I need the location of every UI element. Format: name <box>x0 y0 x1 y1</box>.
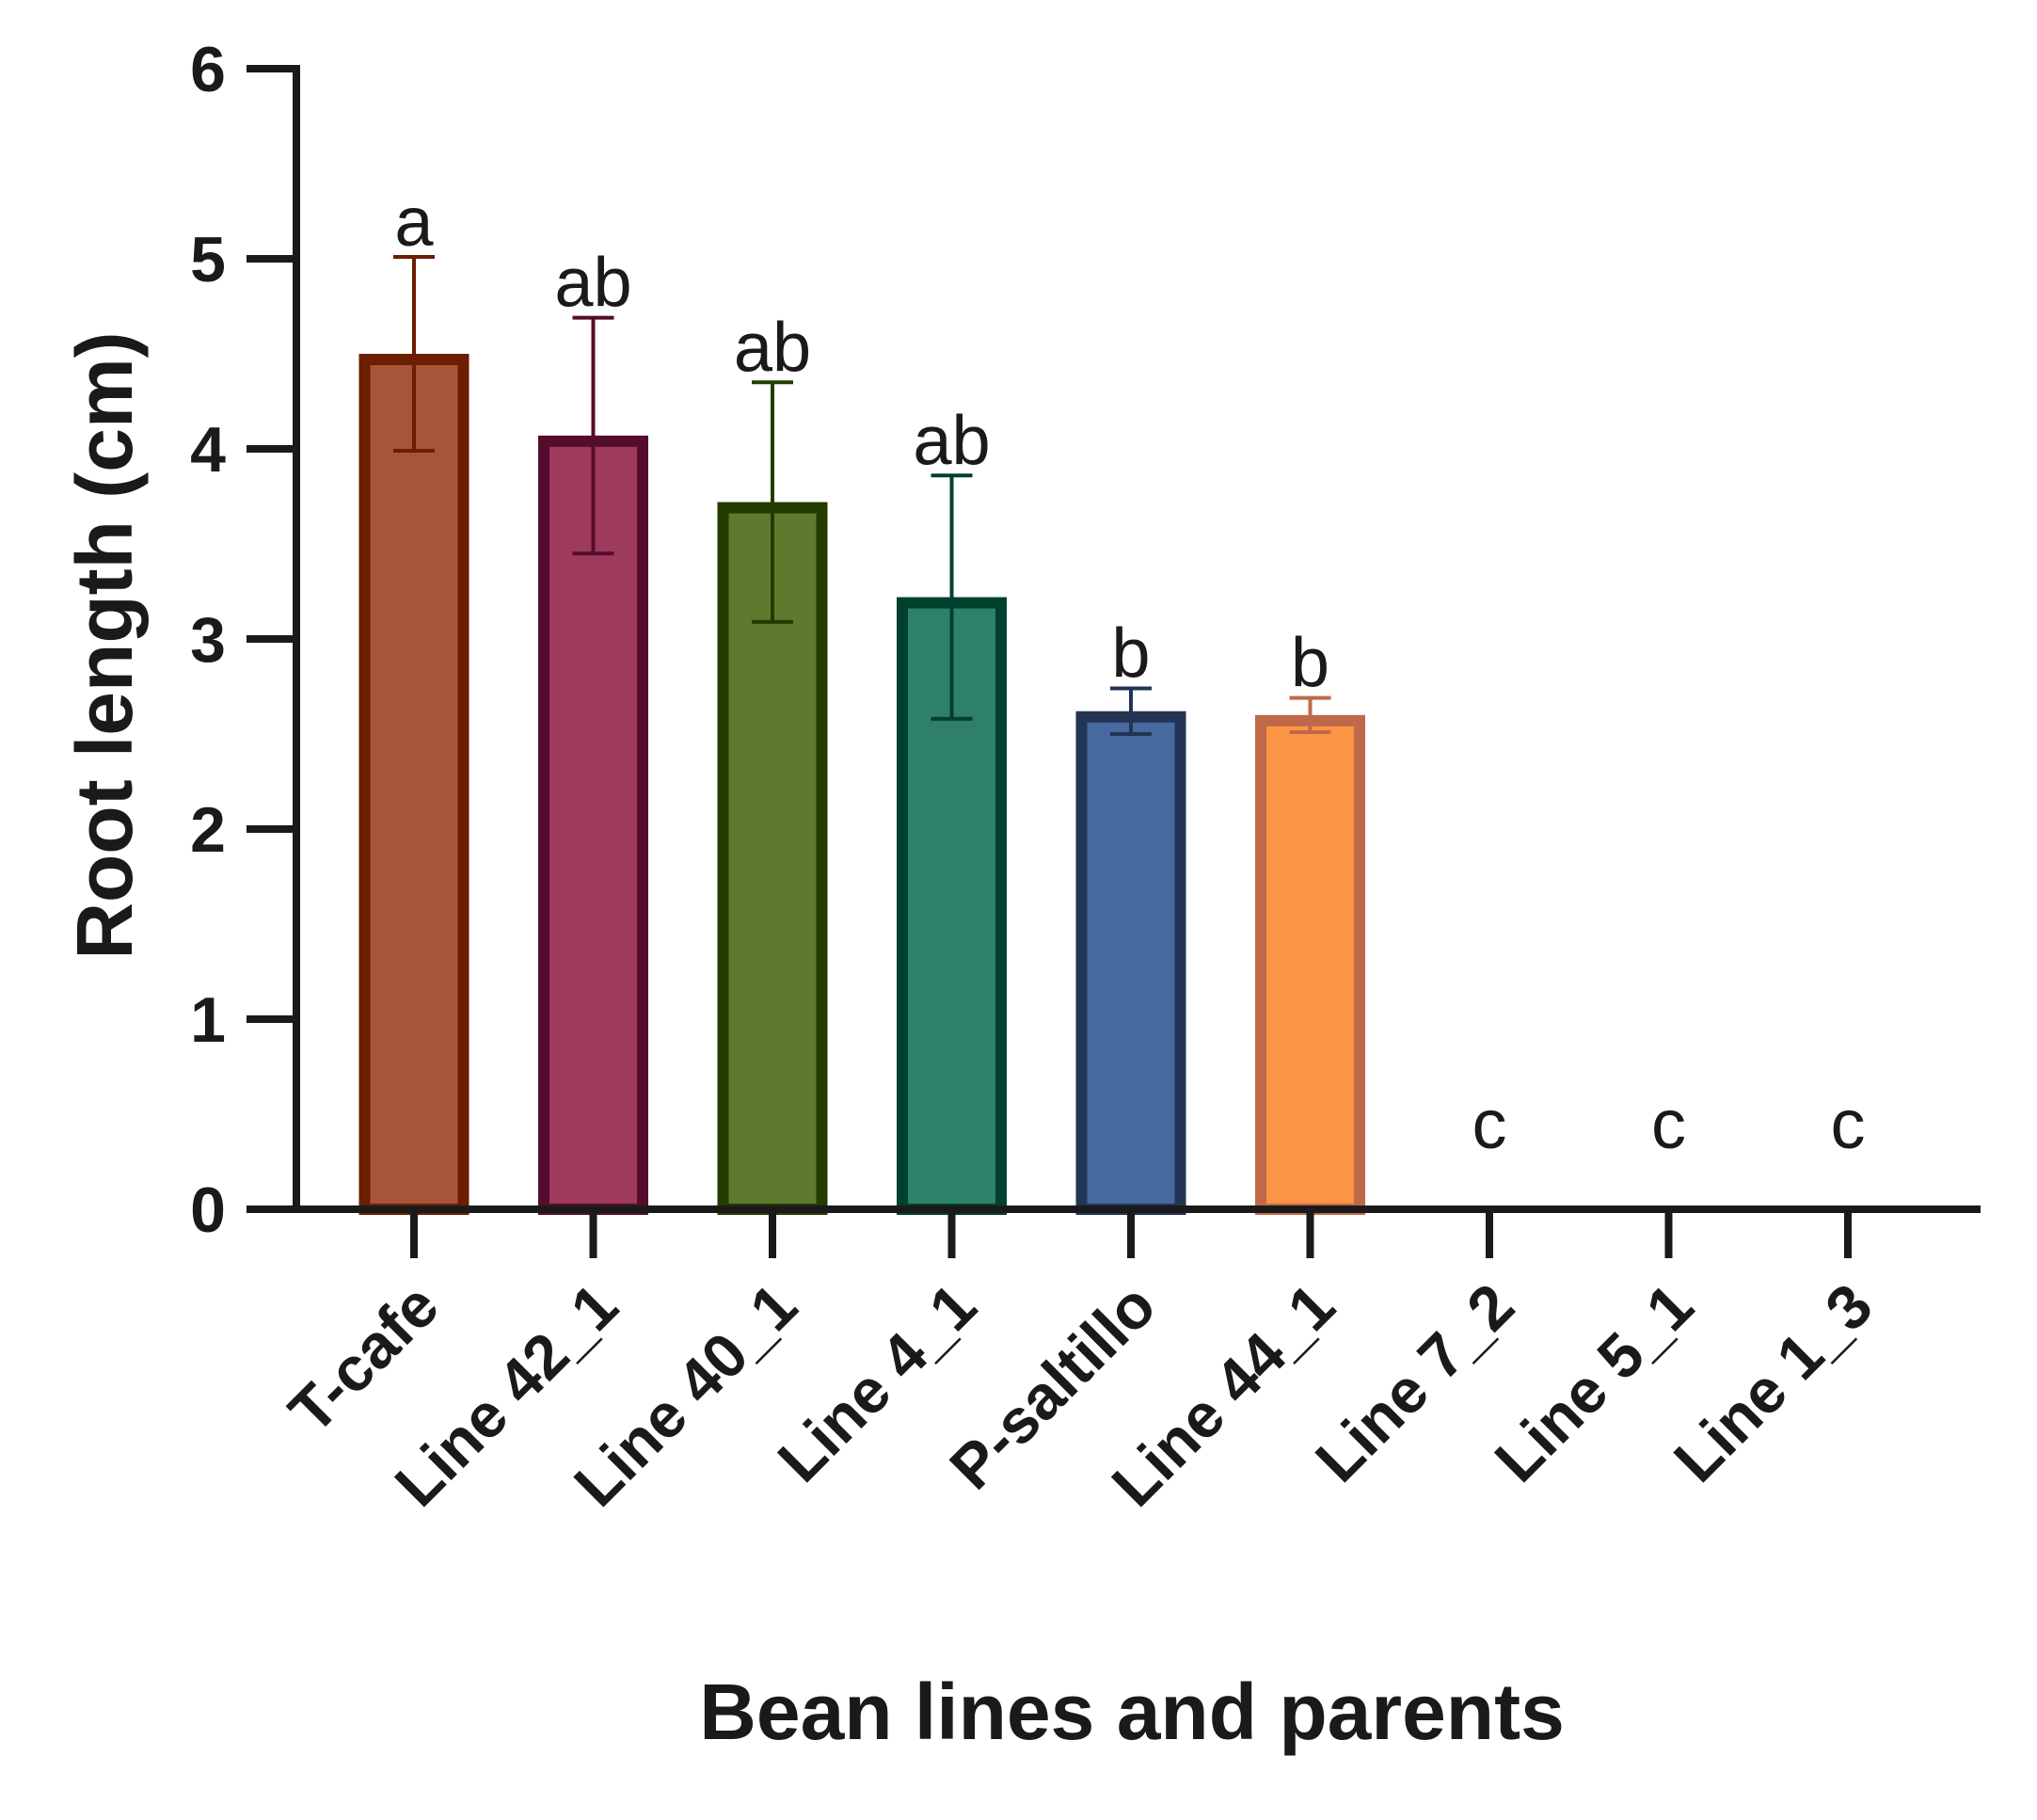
significance-label-9: c <box>1831 1085 1866 1163</box>
x-tick-label-9: Line 1_3 <box>1661 1270 1886 1495</box>
y-tick-label-6: 6 <box>190 34 226 105</box>
significance-label-6: b <box>1291 624 1329 702</box>
bar-1 <box>358 354 469 1215</box>
significance-label-5: b <box>1111 615 1150 693</box>
y-tick-label-2: 2 <box>190 794 226 866</box>
significance-label-2: ab <box>554 244 631 322</box>
y-tick-label-3: 3 <box>190 604 226 676</box>
x-tick-label-1: T-cafe <box>276 1270 452 1446</box>
significance-label-1: a <box>394 183 434 261</box>
y-tick-label-0: 0 <box>190 1174 226 1246</box>
y-tick-label-5: 5 <box>190 224 226 295</box>
significance-label-3: ab <box>734 308 811 386</box>
significance-label-4: ab <box>913 401 990 479</box>
bars-layer <box>358 254 1365 1215</box>
y-tick-label-1: 1 <box>190 984 226 1056</box>
y-tick-label-4: 4 <box>190 414 226 486</box>
significance-label-7: c <box>1472 1085 1507 1163</box>
x-tick-label-7: Line 7_2 <box>1302 1270 1527 1495</box>
x-tick-label-8: Line 5_1 <box>1481 1270 1706 1495</box>
bar-2 <box>538 435 648 1215</box>
significance-label-8: c <box>1651 1085 1686 1163</box>
axes-layer <box>247 65 1981 1258</box>
bar-6 <box>1255 714 1365 1215</box>
y-axis-title: Root length (cm) <box>60 331 149 959</box>
x-axis-title: Bean lines and parents <box>699 1668 1565 1756</box>
bar-5 <box>1075 710 1186 1215</box>
